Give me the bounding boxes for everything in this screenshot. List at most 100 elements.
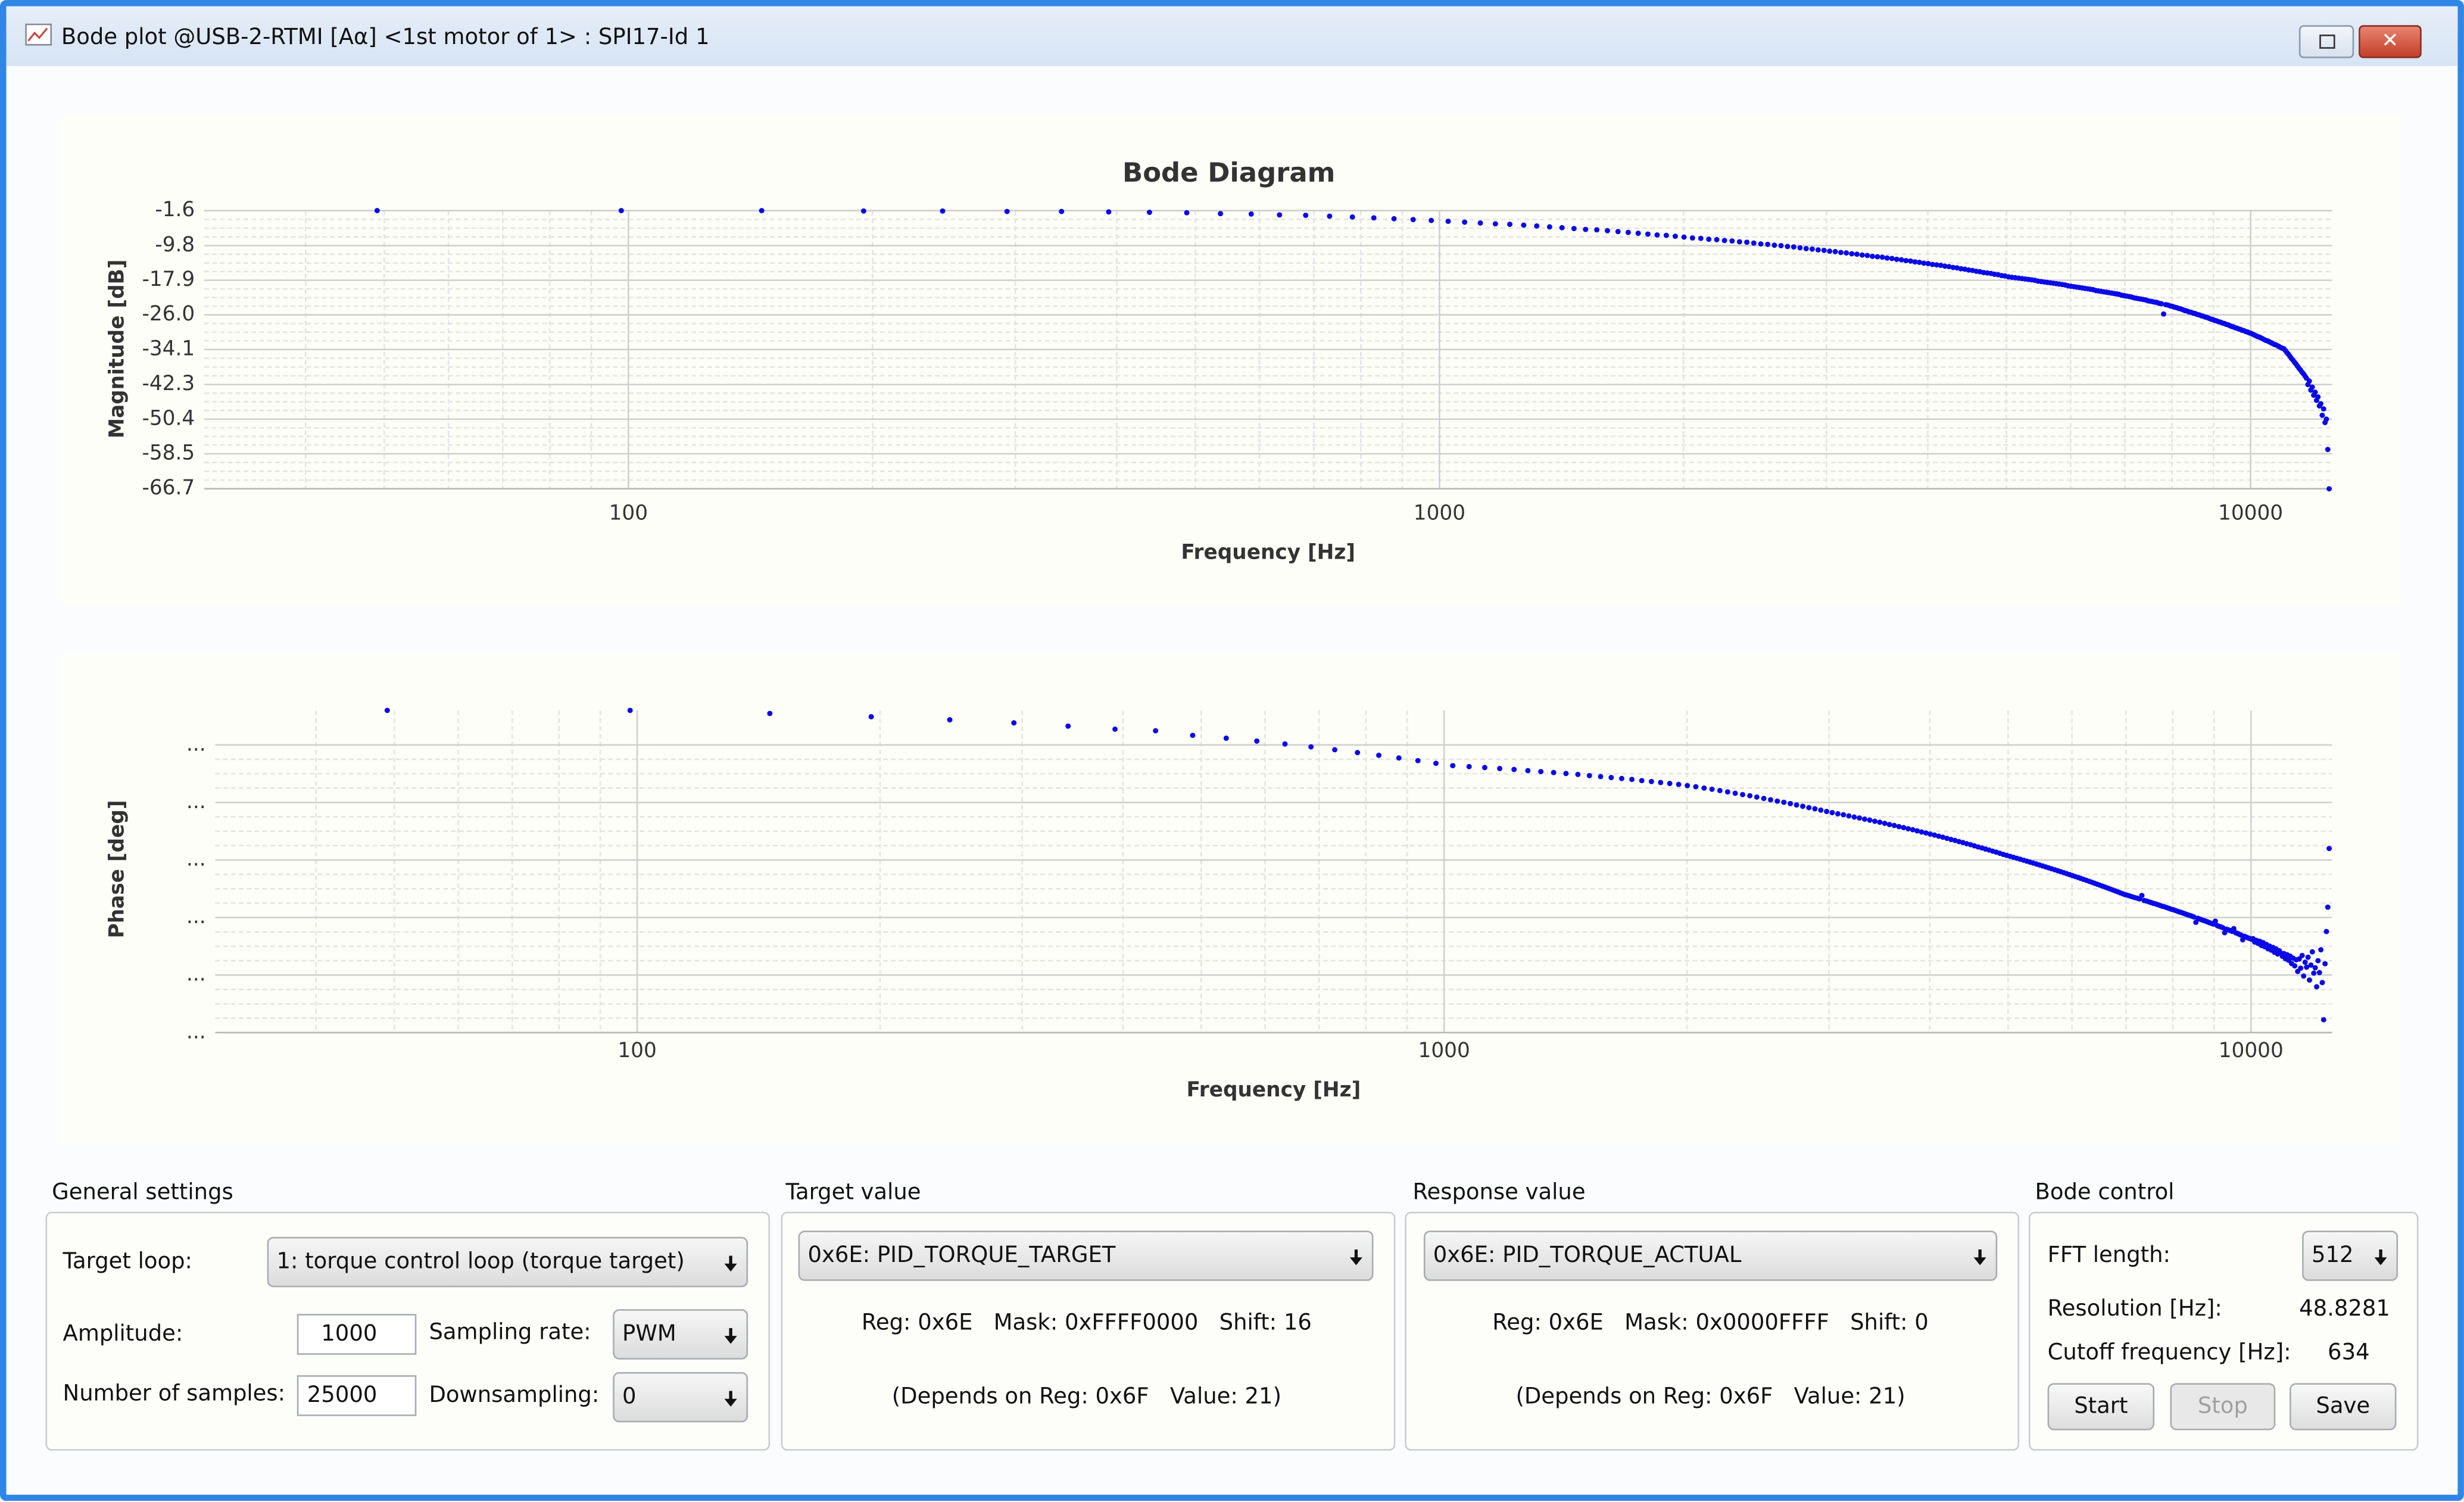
data-point bbox=[1492, 221, 1498, 227]
data-point bbox=[1732, 790, 1738, 796]
x-tick-label: 10000 bbox=[2218, 501, 2283, 525]
group-title: Bode control bbox=[2035, 1180, 2175, 1206]
sampling-rate-select[interactable]: PWM bbox=[613, 1309, 748, 1360]
response-register-select[interactable]: 0x6E: PID_TORQUE_ACTUAL bbox=[1423, 1230, 1998, 1281]
amplitude-input[interactable]: 1000 bbox=[297, 1314, 417, 1355]
data-point bbox=[1672, 233, 1678, 239]
data-point bbox=[1815, 247, 1821, 253]
data-point bbox=[1751, 240, 1757, 246]
data-point bbox=[2322, 961, 2328, 967]
x-tick-label: 100 bbox=[609, 501, 648, 525]
data-point bbox=[1829, 809, 1835, 815]
data-point bbox=[1190, 733, 1196, 738]
group-title: Target value bbox=[785, 1180, 921, 1206]
label: Downsampling: bbox=[429, 1383, 600, 1408]
data-point bbox=[1433, 761, 1439, 766]
data-point bbox=[1583, 226, 1589, 232]
data-point bbox=[1835, 811, 1841, 817]
data-point bbox=[1462, 219, 1468, 225]
data-point bbox=[1663, 232, 1669, 238]
y-tick-label: ... bbox=[186, 962, 206, 986]
data-point bbox=[1898, 257, 1904, 263]
data-point bbox=[1681, 234, 1687, 240]
data-point bbox=[1754, 794, 1760, 800]
bode-charts: Bode Diagram Magnitude [dB] Frequency [Hz]… bbox=[105, 157, 2332, 1102]
data-point bbox=[1004, 208, 1010, 214]
data-point bbox=[1559, 225, 1565, 230]
data-point bbox=[2231, 925, 2237, 931]
data-point bbox=[1717, 787, 1723, 793]
data-point bbox=[1466, 764, 1472, 769]
data-point bbox=[1254, 738, 1260, 744]
data-point bbox=[1371, 215, 1377, 221]
data-point bbox=[1901, 825, 1907, 831]
data-point bbox=[2305, 954, 2311, 960]
data-point bbox=[1818, 807, 1824, 813]
data-point bbox=[1376, 752, 1382, 758]
x-tick-label: 1000 bbox=[1414, 501, 1465, 525]
y-tick-label: ... bbox=[186, 847, 206, 871]
data-point bbox=[1861, 816, 1867, 822]
data-point bbox=[1809, 246, 1815, 252]
save-button[interactable]: Save bbox=[2290, 1383, 2397, 1431]
data-point bbox=[1812, 806, 1818, 812]
data-point bbox=[1870, 253, 1875, 259]
data-point bbox=[1827, 248, 1833, 254]
data-point bbox=[1639, 778, 1645, 784]
data-point bbox=[1534, 223, 1540, 229]
data-point bbox=[1724, 789, 1730, 795]
data-point bbox=[1625, 229, 1631, 235]
data-point bbox=[1605, 228, 1611, 233]
start-button[interactable]: Start bbox=[2047, 1383, 2155, 1431]
title-bar bbox=[6, 6, 2458, 66]
data-point bbox=[1698, 235, 1704, 241]
data-point bbox=[1916, 259, 1922, 265]
data-point bbox=[1410, 217, 1416, 223]
data-point bbox=[1248, 211, 1254, 217]
label: FFT length: bbox=[2047, 1243, 2170, 1269]
data-point bbox=[1477, 220, 1483, 226]
restore-button[interactable] bbox=[2298, 25, 2354, 58]
data-point bbox=[1521, 222, 1527, 228]
y-tick-label: ... bbox=[186, 1020, 206, 1043]
resolution-value: 48.8281 bbox=[2299, 1297, 2390, 1322]
target-register-select[interactable]: 0x6E: PID_TORQUE_TARGET bbox=[798, 1230, 1374, 1281]
data-point bbox=[1859, 252, 1865, 258]
target-loop-select[interactable]: 1: torque control loop (torque target) bbox=[267, 1236, 748, 1288]
data-point bbox=[1950, 264, 1956, 270]
data-point bbox=[2159, 301, 2164, 307]
label: Target loop: bbox=[63, 1249, 192, 1275]
label: Amplitude: bbox=[63, 1322, 183, 1347]
data-point bbox=[1648, 778, 1654, 784]
register-dependency: (Depends on Reg: 0x6F Value: 21) bbox=[1515, 1384, 1905, 1410]
data-point bbox=[1932, 832, 1938, 838]
data-point bbox=[1765, 241, 1771, 247]
data-point bbox=[2325, 447, 2331, 453]
data-point bbox=[1608, 775, 1614, 781]
close-button[interactable]: ✕ bbox=[2359, 25, 2422, 58]
data-point bbox=[1507, 222, 1513, 228]
data-point bbox=[1146, 210, 1152, 215]
fft-length-select[interactable]: 512 bbox=[2302, 1230, 2398, 1281]
data-point bbox=[2319, 980, 2325, 986]
data-point bbox=[1824, 809, 1830, 815]
data-point bbox=[1635, 230, 1641, 236]
stop-button: Stop bbox=[2170, 1383, 2276, 1431]
downsampling-select[interactable]: 0 bbox=[613, 1372, 748, 1423]
data-point bbox=[374, 208, 380, 214]
data-point bbox=[1838, 250, 1844, 255]
data-point bbox=[1618, 775, 1624, 781]
data-point bbox=[1112, 726, 1118, 732]
label: Number of samples: bbox=[63, 1381, 286, 1407]
data-point bbox=[1877, 819, 1883, 825]
data-point bbox=[1778, 242, 1784, 248]
data-point bbox=[1940, 834, 1946, 840]
data-point bbox=[1867, 817, 1873, 823]
data-point bbox=[627, 708, 633, 713]
data-point bbox=[1768, 797, 1774, 803]
data-point bbox=[1919, 829, 1925, 835]
samples-input[interactable]: 25000 bbox=[297, 1375, 417, 1416]
data-point bbox=[2319, 412, 2325, 418]
data-point bbox=[1912, 259, 1918, 265]
data-point bbox=[1744, 239, 1750, 245]
